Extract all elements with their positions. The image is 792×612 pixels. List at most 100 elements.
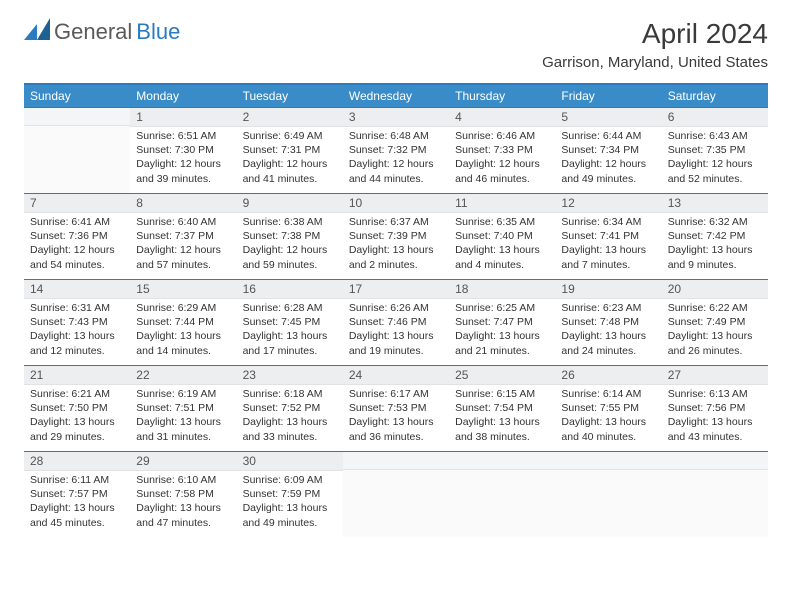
sunset-text: Sunset: 7:38 PM	[243, 229, 337, 243]
day-details: Sunrise: 6:19 AMSunset: 7:51 PMDaylight:…	[130, 385, 236, 448]
day-details: Sunrise: 6:29 AMSunset: 7:44 PMDaylight:…	[130, 299, 236, 362]
day-number: 2	[237, 108, 343, 127]
day-details: Sunrise: 6:44 AMSunset: 7:34 PMDaylight:…	[555, 127, 661, 190]
daylight-text: Daylight: 12 hours and 39 minutes.	[136, 157, 230, 185]
calendar-cell: 29Sunrise: 6:10 AMSunset: 7:58 PMDayligh…	[130, 452, 236, 537]
day-details: Sunrise: 6:22 AMSunset: 7:49 PMDaylight:…	[662, 299, 768, 362]
day-number: 29	[130, 452, 236, 471]
calendar-cell: 19Sunrise: 6:23 AMSunset: 7:48 PMDayligh…	[555, 280, 661, 365]
brand-word-2: Blue	[136, 19, 180, 45]
daylight-text: Daylight: 12 hours and 49 minutes.	[561, 157, 655, 185]
sunrise-text: Sunrise: 6:38 AM	[243, 215, 337, 229]
sunset-text: Sunset: 7:46 PM	[349, 315, 443, 329]
day-number	[449, 452, 555, 470]
daylight-text: Daylight: 13 hours and 19 minutes.	[349, 329, 443, 357]
day-details: Sunrise: 6:21 AMSunset: 7:50 PMDaylight:…	[24, 385, 130, 448]
calendar-body: 1Sunrise: 6:51 AMSunset: 7:30 PMDaylight…	[24, 107, 768, 537]
calendar-cell: 18Sunrise: 6:25 AMSunset: 7:47 PMDayligh…	[449, 280, 555, 365]
weekday-header: Thursday	[449, 85, 555, 107]
calendar-week-row: 7Sunrise: 6:41 AMSunset: 7:36 PMDaylight…	[24, 193, 768, 279]
sunset-text: Sunset: 7:51 PM	[136, 401, 230, 415]
sunset-text: Sunset: 7:53 PM	[349, 401, 443, 415]
daylight-text: Daylight: 12 hours and 59 minutes.	[243, 243, 337, 271]
day-number: 18	[449, 280, 555, 299]
calendar-cell	[24, 108, 130, 193]
day-details: Sunrise: 6:15 AMSunset: 7:54 PMDaylight:…	[449, 385, 555, 448]
day-number	[343, 452, 449, 470]
daylight-text: Daylight: 13 hours and 36 minutes.	[349, 415, 443, 443]
weekday-header: Tuesday	[237, 85, 343, 107]
sunset-text: Sunset: 7:55 PM	[561, 401, 655, 415]
day-number: 16	[237, 280, 343, 299]
calendar-cell: 9Sunrise: 6:38 AMSunset: 7:38 PMDaylight…	[237, 194, 343, 279]
weekday-header: Saturday	[662, 85, 768, 107]
day-number: 30	[237, 452, 343, 471]
sunrise-text: Sunrise: 6:13 AM	[668, 387, 762, 401]
calendar-cell: 16Sunrise: 6:28 AMSunset: 7:45 PMDayligh…	[237, 280, 343, 365]
weekday-header: Wednesday	[343, 85, 449, 107]
calendar-cell: 12Sunrise: 6:34 AMSunset: 7:41 PMDayligh…	[555, 194, 661, 279]
daylight-text: Daylight: 13 hours and 9 minutes.	[668, 243, 762, 271]
sunset-text: Sunset: 7:42 PM	[668, 229, 762, 243]
day-number: 14	[24, 280, 130, 299]
calendar-cell: 13Sunrise: 6:32 AMSunset: 7:42 PMDayligh…	[662, 194, 768, 279]
sunrise-text: Sunrise: 6:21 AM	[30, 387, 124, 401]
day-details: Sunrise: 6:13 AMSunset: 7:56 PMDaylight:…	[662, 385, 768, 448]
sunset-text: Sunset: 7:32 PM	[349, 143, 443, 157]
calendar-cell: 8Sunrise: 6:40 AMSunset: 7:37 PMDaylight…	[130, 194, 236, 279]
calendar-cell	[449, 452, 555, 537]
sunset-text: Sunset: 7:41 PM	[561, 229, 655, 243]
calendar-cell: 21Sunrise: 6:21 AMSunset: 7:50 PMDayligh…	[24, 366, 130, 451]
sunrise-text: Sunrise: 6:26 AM	[349, 301, 443, 315]
calendar-cell: 26Sunrise: 6:14 AMSunset: 7:55 PMDayligh…	[555, 366, 661, 451]
daylight-text: Daylight: 13 hours and 24 minutes.	[561, 329, 655, 357]
sunrise-text: Sunrise: 6:10 AM	[136, 473, 230, 487]
day-details: Sunrise: 6:26 AMSunset: 7:46 PMDaylight:…	[343, 299, 449, 362]
calendar-cell: 2Sunrise: 6:49 AMSunset: 7:31 PMDaylight…	[237, 108, 343, 193]
calendar-cell: 30Sunrise: 6:09 AMSunset: 7:59 PMDayligh…	[237, 452, 343, 537]
daylight-text: Daylight: 13 hours and 45 minutes.	[30, 501, 124, 529]
day-details: Sunrise: 6:31 AMSunset: 7:43 PMDaylight:…	[24, 299, 130, 362]
sunrise-text: Sunrise: 6:15 AM	[455, 387, 549, 401]
location-label: Garrison, Maryland, United States	[542, 54, 768, 71]
daylight-text: Daylight: 13 hours and 43 minutes.	[668, 415, 762, 443]
daylight-text: Daylight: 13 hours and 4 minutes.	[455, 243, 549, 271]
calendar: SundayMondayTuesdayWednesdayThursdayFrid…	[24, 83, 768, 537]
day-number: 21	[24, 366, 130, 385]
sunrise-text: Sunrise: 6:11 AM	[30, 473, 124, 487]
calendar-cell: 14Sunrise: 6:31 AMSunset: 7:43 PMDayligh…	[24, 280, 130, 365]
day-number	[24, 108, 130, 126]
sunrise-text: Sunrise: 6:23 AM	[561, 301, 655, 315]
day-number: 23	[237, 366, 343, 385]
sunrise-text: Sunrise: 6:31 AM	[30, 301, 124, 315]
daylight-text: Daylight: 13 hours and 31 minutes.	[136, 415, 230, 443]
sunrise-text: Sunrise: 6:14 AM	[561, 387, 655, 401]
sunrise-text: Sunrise: 6:44 AM	[561, 129, 655, 143]
calendar-cell: 11Sunrise: 6:35 AMSunset: 7:40 PMDayligh…	[449, 194, 555, 279]
calendar-cell	[662, 452, 768, 537]
day-number: 17	[343, 280, 449, 299]
daylight-text: Daylight: 13 hours and 12 minutes.	[30, 329, 124, 357]
brand-word-1: General	[54, 19, 132, 45]
day-number: 7	[24, 194, 130, 213]
day-details: Sunrise: 6:38 AMSunset: 7:38 PMDaylight:…	[237, 213, 343, 276]
sunset-text: Sunset: 7:52 PM	[243, 401, 337, 415]
calendar-cell: 4Sunrise: 6:46 AMSunset: 7:33 PMDaylight…	[449, 108, 555, 193]
calendar-cell	[343, 452, 449, 537]
header: General Blue April 2024 Garrison, Maryla…	[0, 0, 792, 77]
calendar-week-row: 21Sunrise: 6:21 AMSunset: 7:50 PMDayligh…	[24, 365, 768, 451]
daylight-text: Daylight: 13 hours and 7 minutes.	[561, 243, 655, 271]
daylight-text: Daylight: 13 hours and 26 minutes.	[668, 329, 762, 357]
day-number: 22	[130, 366, 236, 385]
day-number: 19	[555, 280, 661, 299]
weekday-header: Friday	[555, 85, 661, 107]
day-details: Sunrise: 6:17 AMSunset: 7:53 PMDaylight:…	[343, 385, 449, 448]
daylight-text: Daylight: 12 hours and 41 minutes.	[243, 157, 337, 185]
day-details: Sunrise: 6:51 AMSunset: 7:30 PMDaylight:…	[130, 127, 236, 190]
calendar-cell: 24Sunrise: 6:17 AMSunset: 7:53 PMDayligh…	[343, 366, 449, 451]
day-number: 13	[662, 194, 768, 213]
day-details: Sunrise: 6:46 AMSunset: 7:33 PMDaylight:…	[449, 127, 555, 190]
sunrise-text: Sunrise: 6:48 AM	[349, 129, 443, 143]
sunrise-text: Sunrise: 6:29 AM	[136, 301, 230, 315]
day-details: Sunrise: 6:37 AMSunset: 7:39 PMDaylight:…	[343, 213, 449, 276]
